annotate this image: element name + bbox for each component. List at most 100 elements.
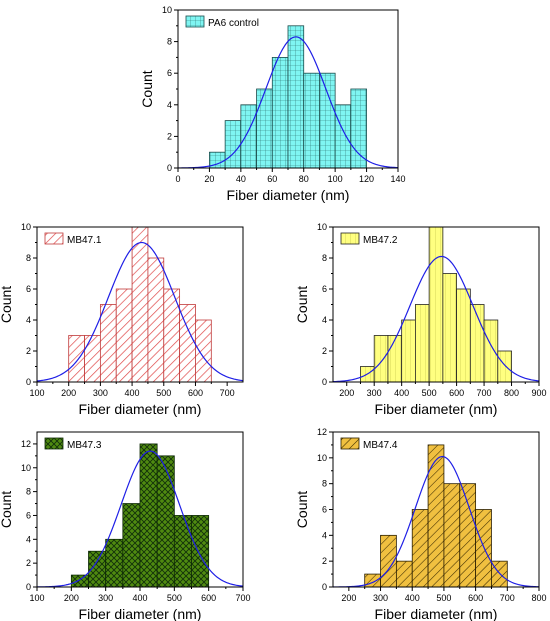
x-tick-label: 600 — [188, 388, 203, 398]
histogram-bar — [139, 443, 158, 588]
x-tick-label: 600 — [468, 593, 483, 603]
histogram-bar — [68, 335, 85, 383]
histogram-bar — [459, 483, 477, 588]
x-tick-label: 800 — [504, 388, 519, 398]
legend-swatch — [340, 232, 360, 245]
x-tick-label: 100 — [29, 388, 44, 398]
y-tick-label: 2 — [322, 556, 327, 566]
y-tick-label: 0 — [26, 582, 31, 592]
x-tick-label: 700 — [477, 388, 492, 398]
histogram-bar — [99, 304, 117, 383]
histogram-bar — [395, 560, 413, 588]
y-tick-label: 4 — [322, 530, 327, 540]
legend-label: MB47.1 — [67, 235, 102, 246]
x-tick-label: 500 — [156, 388, 171, 398]
histogram-bar — [401, 319, 416, 383]
y-tick-label: 10 — [162, 5, 172, 15]
histogram-bar — [271, 57, 289, 169]
legend-swatch — [44, 437, 64, 450]
legend-swatch — [340, 437, 360, 450]
histogram-bar — [387, 335, 403, 383]
histogram-bar — [350, 88, 367, 169]
y-tick-label: 0 — [167, 163, 172, 173]
gaussian-fit-curve — [332, 455, 540, 588]
gaussian-fit-curve — [36, 241, 244, 382]
histogram-bar — [191, 515, 210, 588]
y-axis-label: Count — [0, 286, 14, 323]
x-tick-label: 400 — [405, 593, 420, 603]
y-tick-label: 0 — [26, 377, 31, 387]
x-axis-label: Fiber diameter (nm) — [375, 401, 498, 417]
histogram-bar — [105, 538, 124, 588]
y-axis-label: Count — [294, 491, 310, 528]
x-tick-label: 300 — [93, 388, 108, 398]
histogram-bar — [173, 515, 192, 588]
legend-swatch — [185, 15, 205, 28]
x-axis-label: Fiber diameter (nm) — [79, 401, 202, 417]
x-tick-label: 20 — [204, 174, 214, 184]
histogram-bar — [70, 574, 89, 588]
gaussian-fit-curve — [36, 450, 244, 588]
x-tick-label: 300 — [367, 388, 382, 398]
x-tick-label: 700 — [500, 593, 515, 603]
x-axis-label: Fiber diameter (nm) — [375, 606, 498, 621]
x-tick-label: 300 — [98, 593, 113, 603]
legend-label: MB47.3 — [67, 440, 102, 451]
y-tick-label: 2 — [167, 131, 172, 141]
histogram-bar — [147, 257, 165, 383]
y-tick-label: 10 — [317, 453, 327, 463]
x-tick-label: 700 — [235, 593, 250, 603]
x-tick-label: 40 — [236, 174, 246, 184]
x-tick-label: 500 — [167, 593, 182, 603]
histogram-bar — [497, 350, 512, 383]
x-tick-label: 400 — [394, 388, 409, 398]
x-tick-label: 500 — [436, 593, 451, 603]
x-tick-label: 900 — [531, 388, 546, 398]
y-tick-label: 4 — [322, 315, 327, 325]
x-tick-label: 200 — [61, 388, 76, 398]
y-tick-label: 2 — [26, 346, 31, 356]
histogram-bar — [428, 226, 444, 383]
histogram-bar — [443, 483, 461, 588]
legend-label: PA6 control — [208, 18, 259, 29]
x-axis-label: Fiber diameter (nm) — [227, 187, 350, 203]
y-tick-label: 10 — [317, 222, 327, 232]
histogram-bar — [411, 509, 429, 588]
y-tick-label: 6 — [322, 505, 327, 515]
histogram-bar — [414, 304, 430, 383]
y-tick-label: 4 — [26, 315, 31, 325]
y-tick-label: 8 — [167, 37, 172, 47]
x-tick-label: 100 — [328, 174, 343, 184]
y-tick-label: 0 — [322, 377, 327, 387]
x-tick-label: 0 — [175, 174, 180, 184]
x-tick-label: 800 — [531, 593, 546, 603]
histogram-bar — [115, 288, 133, 383]
y-axis-label: Count — [0, 491, 14, 528]
histogram-bar — [122, 503, 141, 588]
chart-panel-5: 200 300 400 500 600 700 800 0 2 4 6 8 10 12 Fiber diam… — [294, 427, 547, 621]
gaussian-fit-curve — [177, 36, 399, 169]
histogram-bar — [256, 88, 273, 169]
y-tick-label: 8 — [322, 479, 327, 489]
y-tick-label: 2 — [26, 558, 31, 568]
chart-panel-3: 200 300 400 500 600 700 800 900 0 2 4 6 8 10 Fiber dia… — [294, 222, 547, 417]
legend-label: MB47.2 — [363, 235, 398, 246]
histogram-bar — [287, 25, 305, 169]
y-tick-label: 6 — [26, 510, 31, 520]
y-tick-label: 10 — [21, 222, 31, 232]
y-tick-label: 4 — [26, 534, 31, 544]
y-tick-label: 6 — [167, 68, 172, 78]
x-tick-label: 500 — [422, 388, 437, 398]
legend-swatch — [44, 232, 64, 245]
histogram-bar — [475, 509, 492, 588]
x-tick-label: 80 — [299, 174, 309, 184]
x-tick-label: 60 — [267, 174, 277, 184]
y-tick-label: 12 — [317, 427, 327, 437]
y-axis-label: Count — [139, 70, 155, 107]
x-axis-label: Fiber diameter (nm) — [79, 606, 202, 621]
x-tick-label: 200 — [341, 593, 356, 603]
histogram-bar — [442, 273, 458, 383]
y-tick-label: 12 — [21, 439, 31, 449]
x-tick-label: 100 — [29, 593, 44, 603]
